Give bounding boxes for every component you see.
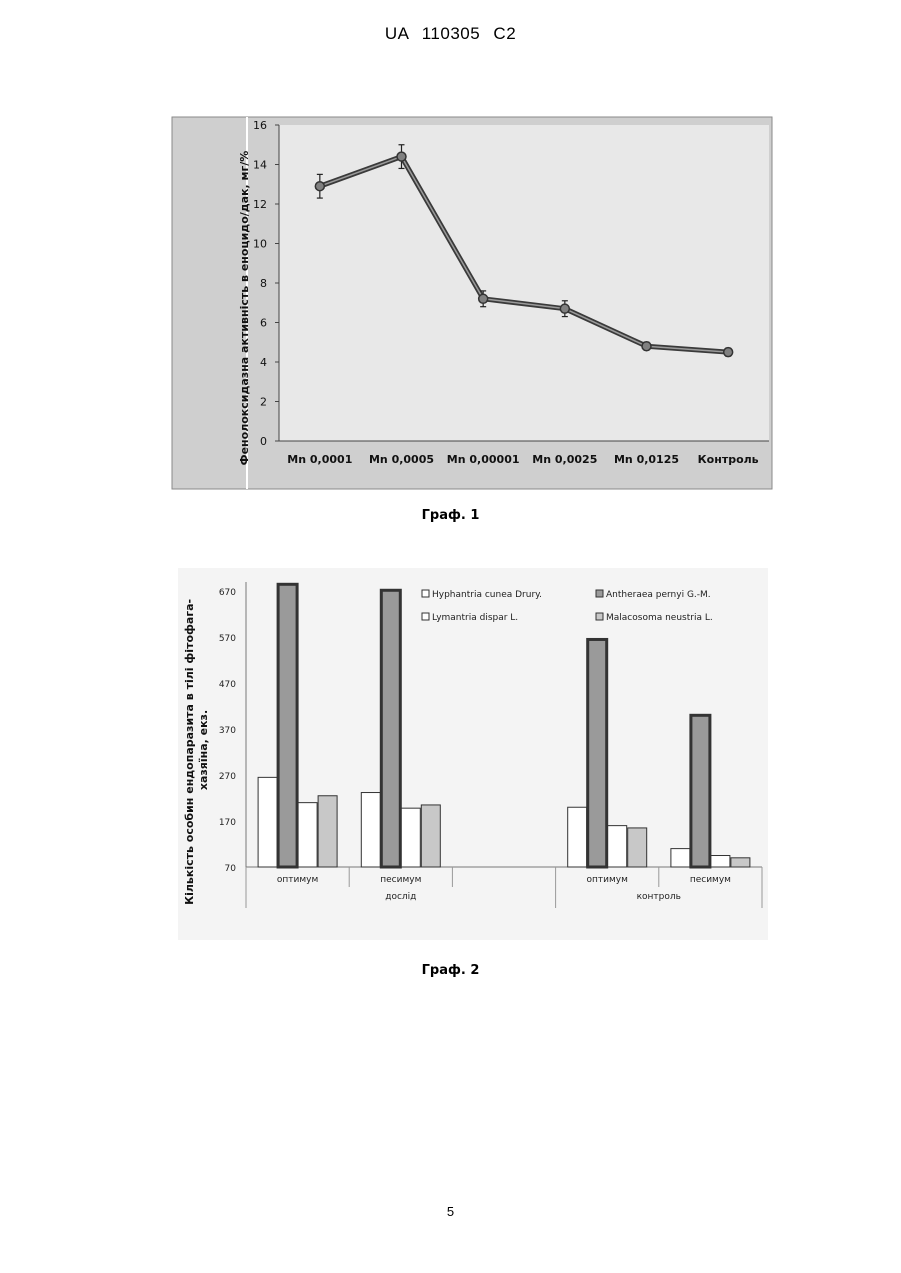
chart2-bar xyxy=(421,805,440,867)
chart1-x-tick-label: Mn 0,0125 xyxy=(614,453,679,466)
chart1-caption: Граф. 1 xyxy=(0,508,901,523)
chart2-bar xyxy=(711,856,730,867)
chart2-y-tick-label: 370 xyxy=(219,726,236,736)
page-number: 5 xyxy=(0,1204,901,1219)
phenoloxidase-line-chart: Фенолоксидазна активність в еноцидо/дак,… xyxy=(0,110,901,610)
chart1-x-tick-label: Mn 0,0025 xyxy=(532,453,597,466)
chart2-x-tick-label: оптимум xyxy=(277,875,318,885)
chart1-x-tick-label: Контроль xyxy=(698,453,759,466)
chart1-data-point xyxy=(479,294,488,303)
chart2-bar xyxy=(608,826,627,867)
chart2-bar xyxy=(691,715,710,867)
chart2-legend-label: Malacosoma neustria L. xyxy=(606,613,713,623)
chart2-bar xyxy=(731,858,750,867)
chart2-legend-swatch xyxy=(596,590,603,597)
chart2-y-tick-label: 670 xyxy=(219,588,236,598)
chart2-bar xyxy=(671,849,690,867)
chart2-legend-label: Antheraea pernyi G.-M. xyxy=(606,590,711,600)
chart2-caption: Граф. 2 xyxy=(0,963,901,978)
chart2-legend-label: Lymantria dispar L. xyxy=(432,613,518,623)
chart2-group-label: контроль xyxy=(637,892,681,902)
chart2-y-tick-label: 70 xyxy=(225,864,237,874)
chart1-data-point xyxy=(315,182,324,191)
chart1-y-tick-label: 10 xyxy=(253,238,267,251)
chart1-data-point xyxy=(724,348,733,357)
chart1-x-tick-label: Mn 0,00001 xyxy=(447,453,520,466)
chart1-y-tick-label: 2 xyxy=(260,396,267,409)
chart2-y-tick-label: 170 xyxy=(219,818,236,828)
chart2-bar xyxy=(258,777,277,867)
chart2-bar xyxy=(278,584,297,867)
chart2-group-label: дослід xyxy=(385,892,416,902)
chart2-y-tick-label: 570 xyxy=(219,634,236,644)
chart2-y-axis-label-line1: Кількість особин ендопаразита в тілі фіт… xyxy=(183,599,196,905)
chart2-background xyxy=(178,568,768,940)
document-number: UA 110305 C2 xyxy=(0,24,901,44)
chart1-y-axis-label: Фенолоксидазна активність в еноцидо/дак,… xyxy=(238,151,251,466)
chart2-bar xyxy=(568,807,587,867)
chart1-data-point xyxy=(397,152,406,161)
chart1-data-point xyxy=(560,304,569,313)
chart2-x-tick-label: оптимум xyxy=(587,875,628,885)
chart2-bar xyxy=(401,808,420,867)
chart2-bar xyxy=(361,793,380,867)
chart1-y-tick-label: 6 xyxy=(260,317,267,330)
endoparasite-bar-chart: Кількість особин ендопаразита в тілі фіт… xyxy=(0,560,901,960)
chart1-y-tick-label: 16 xyxy=(253,119,267,132)
chart2-legend-swatch xyxy=(422,613,429,620)
chart2-legend-label: Hyphantria cunea Drury. xyxy=(432,590,542,600)
chart2-x-tick-label: песимум xyxy=(380,875,421,885)
chart2-y-tick-label: 270 xyxy=(219,772,236,782)
chart1-data-point xyxy=(642,342,651,351)
chart2-legend-swatch xyxy=(596,613,603,620)
chart1-y-tick-label: 14 xyxy=(253,159,267,172)
chart2-x-tick-label: песимум xyxy=(690,875,731,885)
chart2-bar xyxy=(381,590,400,867)
chart1-y-tick-label: 8 xyxy=(260,277,267,290)
chart1-y-tick-label: 4 xyxy=(260,356,267,369)
chart1-y-tick-label: 12 xyxy=(253,198,267,211)
chart2-bar xyxy=(588,639,607,867)
chart2-legend-swatch xyxy=(422,590,429,597)
chart2-y-tick-label: 470 xyxy=(219,680,236,690)
chart2-bar xyxy=(298,803,317,867)
chart2-bar xyxy=(628,828,647,867)
chart1-y-tick-label: 0 xyxy=(260,435,267,448)
chart1-x-tick-label: Mn 0,0005 xyxy=(369,453,434,466)
chart2-y-axis-label-line2: хазяїна, екз. xyxy=(197,710,210,790)
chart2-bar xyxy=(318,796,337,867)
chart1-x-tick-label: Mn 0,0001 xyxy=(287,453,352,466)
